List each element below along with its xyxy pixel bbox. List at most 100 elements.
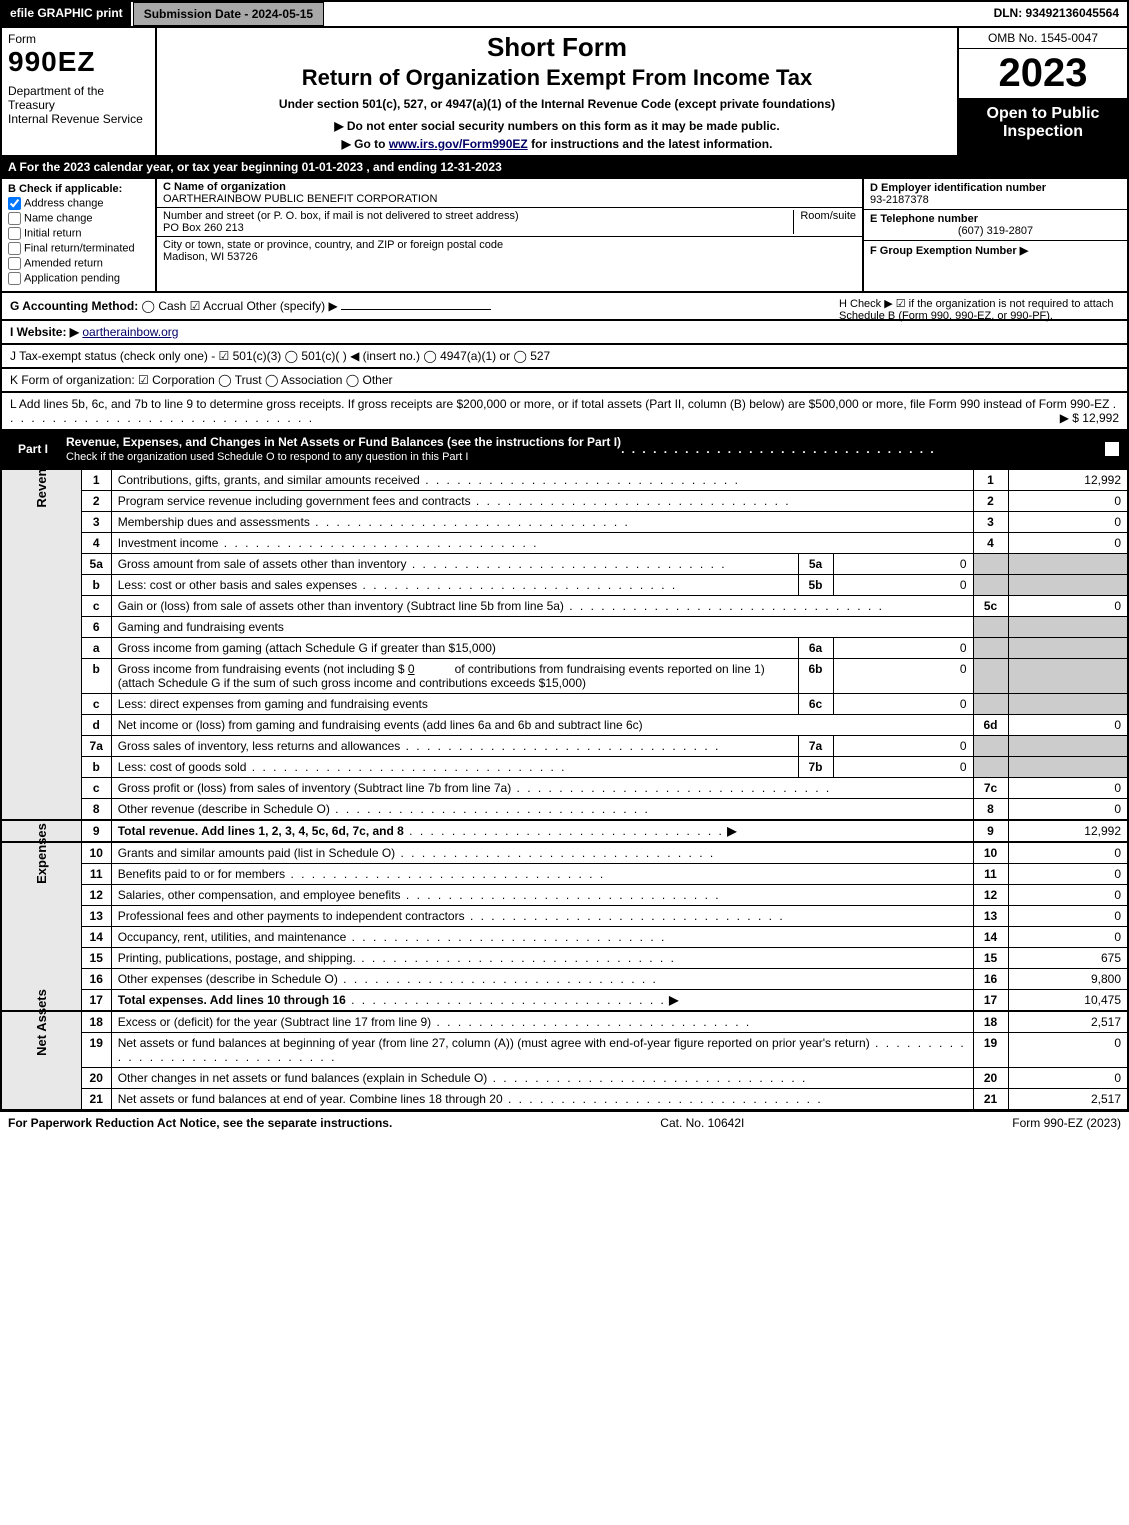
- cb-amended[interactable]: Amended return: [8, 257, 149, 270]
- c-name-row: C Name of organization OARTHERAINBOW PUB…: [157, 179, 862, 208]
- checkbox-pending[interactable]: [8, 272, 21, 285]
- table-row: c Gain or (loss) from sale of assets oth…: [1, 596, 1128, 617]
- line-rnum: 8: [973, 799, 1008, 821]
- cb-final[interactable]: Final return/terminated: [8, 242, 149, 255]
- city-label: City or town, state or province, country…: [163, 239, 503, 251]
- g-label: G Accounting Method:: [10, 299, 138, 313]
- top-bar: efile GRAPHIC print Submission Date - 20…: [0, 0, 1129, 28]
- accrual-lbl: Accrual: [203, 299, 243, 313]
- line-desc: Gross profit or (loss) from sales of inv…: [111, 778, 973, 799]
- line-num: 4: [81, 533, 111, 554]
- dln-label: DLN: 93492136045564: [986, 2, 1127, 26]
- ein-value: 93-2187378: [870, 194, 1121, 206]
- table-row: 9 Total revenue. Add lines 1, 2, 3, 4, 5…: [1, 820, 1128, 842]
- col-b-checkboxes: B Check if applicable: Address change Na…: [2, 179, 157, 291]
- subtitle: Under section 501(c), 527, or 4947(a)(1)…: [167, 97, 947, 111]
- line-rval: 0: [1008, 512, 1128, 533]
- sub-label: 7b: [798, 757, 833, 778]
- shade: [1008, 554, 1128, 575]
- line-rval: 0: [1008, 799, 1128, 821]
- line-desc: Excess or (deficit) for the year (Subtra…: [111, 1011, 973, 1033]
- sidetab-revenue: Revenue: [1, 470, 81, 821]
- efile-print-button[interactable]: efile GRAPHIC print: [2, 2, 133, 26]
- line-rnum: 20: [973, 1068, 1008, 1089]
- line-rval: 12,992: [1008, 470, 1128, 491]
- f-group-row: F Group Exemption Number ▶: [864, 241, 1127, 260]
- g-accrual[interactable]: ☑ Accrual: [190, 299, 243, 313]
- cb-pending[interactable]: Application pending: [8, 272, 149, 285]
- line-rval: 0: [1008, 906, 1128, 927]
- table-row: 21 Net assets or fund balances at end of…: [1, 1089, 1128, 1111]
- table-row: 6 Gaming and fundraising events: [1, 617, 1128, 638]
- shade: [1008, 638, 1128, 659]
- checkbox-final[interactable]: [8, 242, 21, 255]
- line-desc: Benefits paid to or for members: [111, 864, 973, 885]
- sidetab-netassets: Net Assets: [1, 1011, 81, 1110]
- part1-checkbox[interactable]: ☑: [1105, 442, 1119, 456]
- table-row: d Net income or (loss) from gaming and f…: [1, 715, 1128, 736]
- c-name-label: C Name of organization: [163, 181, 286, 193]
- goto-pre: ▶ Go to: [342, 137, 389, 151]
- checkbox-addr[interactable]: [8, 197, 21, 210]
- line-rnum: 11: [973, 864, 1008, 885]
- line-desc: Salaries, other compensation, and employ…: [111, 885, 973, 906]
- line-rnum: 14: [973, 927, 1008, 948]
- ssn-note: ▶ Do not enter social security numbers o…: [167, 119, 947, 133]
- row-l-grossreceipts: L Add lines 5b, 6c, and 7b to line 9 to …: [0, 393, 1129, 431]
- cb-address-change[interactable]: Address change: [8, 197, 149, 210]
- line-num: 15: [81, 948, 111, 969]
- checkbox-name[interactable]: [8, 212, 21, 225]
- line-desc: Total revenue. Add lines 1, 2, 3, 4, 5c,…: [111, 820, 973, 842]
- cb-name-change[interactable]: Name change: [8, 212, 149, 225]
- sub-val: 0: [833, 757, 973, 778]
- line-rnum: 15: [973, 948, 1008, 969]
- line-desc: Less: cost or other basis and sales expe…: [111, 575, 798, 596]
- line-rval: 0: [1008, 533, 1128, 554]
- table-row: 5a Gross amount from sale of assets othe…: [1, 554, 1128, 575]
- line-rnum: 12: [973, 885, 1008, 906]
- line-num: b: [81, 659, 111, 694]
- header-center: Short Form Return of Organization Exempt…: [157, 28, 957, 155]
- sub-label: 5a: [798, 554, 833, 575]
- shade: [973, 638, 1008, 659]
- goto-post: for instructions and the latest informat…: [528, 137, 773, 151]
- sub-label: 6a: [798, 638, 833, 659]
- room-suite-label: Room/suite: [793, 210, 856, 234]
- line-desc: Gross sales of inventory, less returns a…: [111, 736, 798, 757]
- line-rval: 0: [1008, 1068, 1128, 1089]
- part1-sub: Check if the organization used Schedule …: [66, 451, 468, 463]
- line-rnum: 10: [973, 842, 1008, 864]
- line-desc: Gain or (loss) from sale of assets other…: [111, 596, 973, 617]
- checkbox-initial[interactable]: [8, 227, 21, 240]
- sub-label: 7a: [798, 736, 833, 757]
- table-row: 8 Other revenue (describe in Schedule O)…: [1, 799, 1128, 821]
- form-number: 990EZ: [8, 46, 149, 78]
- line-desc: Gaming and fundraising events: [111, 617, 973, 638]
- line-num: 13: [81, 906, 111, 927]
- line-desc: Program service revenue including govern…: [111, 491, 973, 512]
- part1-title: Revenue, Expenses, and Changes in Net As…: [66, 435, 621, 463]
- website-link[interactable]: oartherainbow.org: [82, 325, 178, 339]
- shade: [1008, 736, 1128, 757]
- other-blank: [341, 309, 491, 310]
- shade: [973, 757, 1008, 778]
- g-other[interactable]: Other (specify) ▶: [246, 299, 337, 313]
- line-rnum: 4: [973, 533, 1008, 554]
- g-cash[interactable]: ◯ Cash: [142, 299, 187, 313]
- ein-label: D Employer identification number: [870, 182, 1121, 194]
- street-label: Number and street (or P. O. box, if mail…: [163, 210, 519, 222]
- line-num: 21: [81, 1089, 111, 1111]
- shade: [1008, 575, 1128, 596]
- irs-link[interactable]: www.irs.gov/Form990EZ: [389, 137, 528, 151]
- line-desc: Contributions, gifts, grants, and simila…: [111, 470, 973, 491]
- part1-title-text: Revenue, Expenses, and Changes in Net As…: [66, 435, 621, 449]
- section-bcd: B Check if applicable: Address change Na…: [0, 179, 1129, 293]
- cb-initial[interactable]: Initial return: [8, 227, 149, 240]
- line-num: 14: [81, 927, 111, 948]
- d1: Gross income from fundraising events (no…: [118, 662, 405, 676]
- table-row: 3 Membership dues and assessments 3 0: [1, 512, 1128, 533]
- d1v: 0: [408, 662, 415, 676]
- col-de: D Employer identification number 93-2187…: [862, 179, 1127, 291]
- line-desc: Net income or (loss) from gaming and fun…: [111, 715, 973, 736]
- checkbox-amended[interactable]: [8, 257, 21, 270]
